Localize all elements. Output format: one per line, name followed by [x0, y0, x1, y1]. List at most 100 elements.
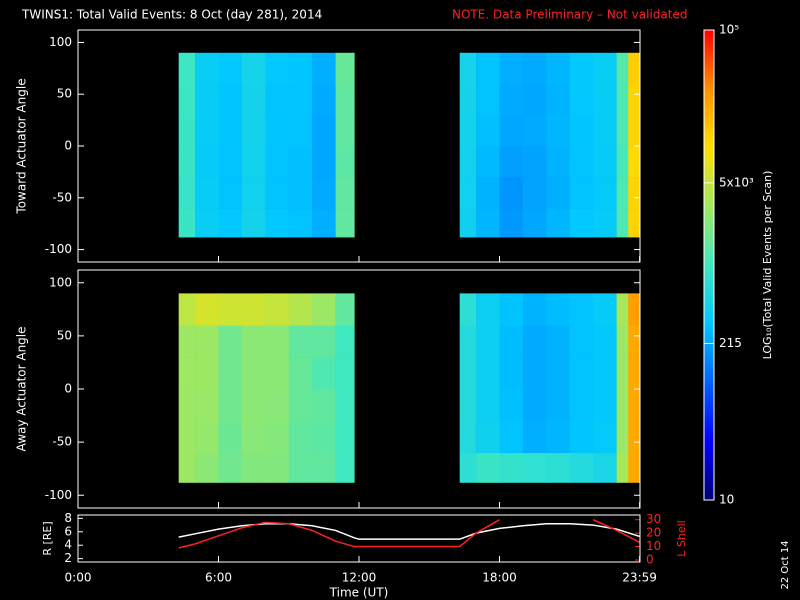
- heatmap-cell: [499, 83, 524, 116]
- heatmap-cell: [593, 208, 617, 238]
- heatmap-cell: [241, 52, 266, 85]
- heatmap-cell: [218, 293, 243, 326]
- heatmap-cell: [546, 357, 571, 390]
- y2-tick-label: 10: [646, 539, 661, 553]
- heatmap-cell: [218, 357, 243, 390]
- heatmap-cell: [241, 389, 266, 422]
- heatmap-cell: [459, 389, 477, 422]
- heatmap-cell: [178, 389, 196, 422]
- heatmap-cell: [546, 114, 571, 147]
- heatmap-cell: [546, 177, 571, 209]
- heatmap-cell: [459, 293, 477, 326]
- heatmap-cell: [476, 208, 500, 238]
- heatmap-cell: [593, 452, 617, 483]
- heatmap-cell: [569, 208, 594, 238]
- heatmap-cell: [499, 146, 524, 178]
- chart-title: TWINS1: Total Valid Events: 8 Oct (day 2…: [21, 8, 322, 22]
- y2-axis-label: L Shell: [675, 520, 688, 556]
- heatmap-cell: [593, 146, 617, 178]
- colorbar-tick-label: 10: [719, 493, 734, 507]
- heatmap-cell: [593, 114, 617, 147]
- heatmap-cell: [499, 452, 524, 483]
- heatmap-cell: [616, 452, 629, 483]
- y-tick-label: 50: [57, 328, 72, 342]
- heatmap-cell: [195, 83, 219, 116]
- heatmap-cell: [569, 357, 594, 390]
- heatmap-cell: [218, 389, 243, 422]
- heatmap-cell: [218, 52, 243, 85]
- heatmap-cell: [476, 325, 500, 358]
- heatmap-cell: [265, 52, 290, 85]
- heatmap-cell: [616, 146, 629, 178]
- heatmap-cell: [195, 389, 219, 422]
- heatmap-cell: [459, 208, 477, 238]
- y2-tick-label: 30: [646, 512, 661, 526]
- panel-frame: [77, 514, 641, 563]
- heatmap-cell: [312, 114, 336, 147]
- heatmap-cell: [335, 83, 355, 116]
- y-tick-label: -50: [52, 190, 72, 204]
- x-tick-label: 12:00: [342, 571, 377, 585]
- heatmap-cell: [569, 52, 594, 85]
- heatmap-cell: [616, 83, 629, 116]
- heatmap-cell: [459, 114, 477, 147]
- heatmap-cell: [218, 452, 243, 483]
- heatmap-cell: [593, 389, 617, 422]
- heatmap-cell: [616, 208, 629, 238]
- heatmap-cell: [499, 208, 524, 238]
- heatmap-cell: [593, 325, 617, 358]
- heatmap-cell: [195, 420, 219, 454]
- x-tick-label: 23:59: [622, 571, 657, 585]
- heatmap-cell: [218, 83, 243, 116]
- heatmap-cell: [522, 452, 547, 483]
- heatmap-cell: [288, 357, 313, 390]
- colorbar-tick-label: 215: [719, 336, 742, 350]
- heatmap-cell: [593, 83, 617, 116]
- heatmap-cell: [628, 389, 641, 422]
- heatmap-cell: [593, 293, 617, 326]
- heatmap-cell: [628, 452, 641, 483]
- y-tick-label: 0: [64, 382, 72, 396]
- heatmap-cell: [178, 208, 196, 238]
- heatmap-cell: [335, 389, 355, 422]
- heatmap-cell: [312, 325, 336, 358]
- heatmap-cell: [459, 83, 477, 116]
- heatmap-cell: [241, 208, 266, 238]
- heatmap-cell: [522, 325, 547, 358]
- heatmap-cell: [476, 389, 500, 422]
- heatmap-cell: [178, 452, 196, 483]
- heatmap-cell: [178, 293, 196, 326]
- heatmap-cell: [178, 114, 196, 147]
- heatmap-cell: [569, 83, 594, 116]
- heatmap-cell: [546, 389, 571, 422]
- heatmap-cell: [241, 325, 266, 358]
- heatmap-cell: [628, 208, 641, 238]
- heatmap-cell: [312, 389, 336, 422]
- heatmap-cell: [288, 114, 313, 147]
- heatmap-cell: [241, 452, 266, 483]
- y-tick-label: -50: [52, 435, 72, 449]
- heatmap-cell: [265, 452, 290, 483]
- y-axis-label: Toward Actuator Angle: [15, 78, 29, 214]
- heatmap-cell: [616, 293, 629, 326]
- heatmap-cell: [265, 177, 290, 209]
- x-tick-label: 6:00: [205, 571, 232, 585]
- heatmap-cell: [476, 177, 500, 209]
- heatmap-cell: [195, 208, 219, 238]
- heatmap-cell: [499, 52, 524, 85]
- heatmap-cell: [476, 420, 500, 454]
- heatmap-cell: [218, 146, 243, 178]
- heatmap-cell: [476, 293, 500, 326]
- heatmap-cell: [628, 293, 641, 326]
- heatmap-cell: [241, 420, 266, 454]
- heatmap-cell: [522, 114, 547, 147]
- heatmap-cell: [616, 389, 629, 422]
- heatmap-cell: [628, 177, 641, 209]
- heatmap-cell: [288, 83, 313, 116]
- heatmap-cell: [288, 389, 313, 422]
- heatmap-cell: [178, 52, 196, 85]
- heatmap-cell: [616, 420, 629, 454]
- y-tick-label: 6: [64, 524, 72, 538]
- heatmap-cell: [335, 325, 355, 358]
